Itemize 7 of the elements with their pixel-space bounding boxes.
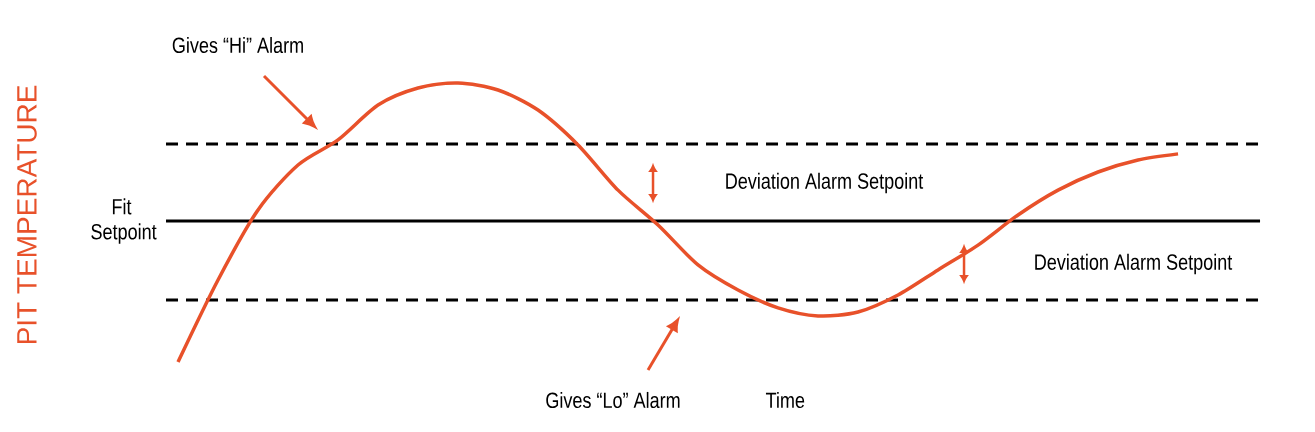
text: Gives “Hi” Alarm: [172, 36, 303, 54]
y-axis-title: PIT TEMPERATURE: [17, 85, 37, 344]
x-axis-title: Time: [765, 391, 805, 409]
annotation: Deviation Alarm Setpoint: [1035, 253, 1233, 275]
ref-line-label: Fit Setpoint: [91, 198, 157, 244]
text: Gives “Lo” Alarm: [546, 391, 680, 409]
annotation: Deviation Alarm Setpoint: [726, 172, 924, 194]
